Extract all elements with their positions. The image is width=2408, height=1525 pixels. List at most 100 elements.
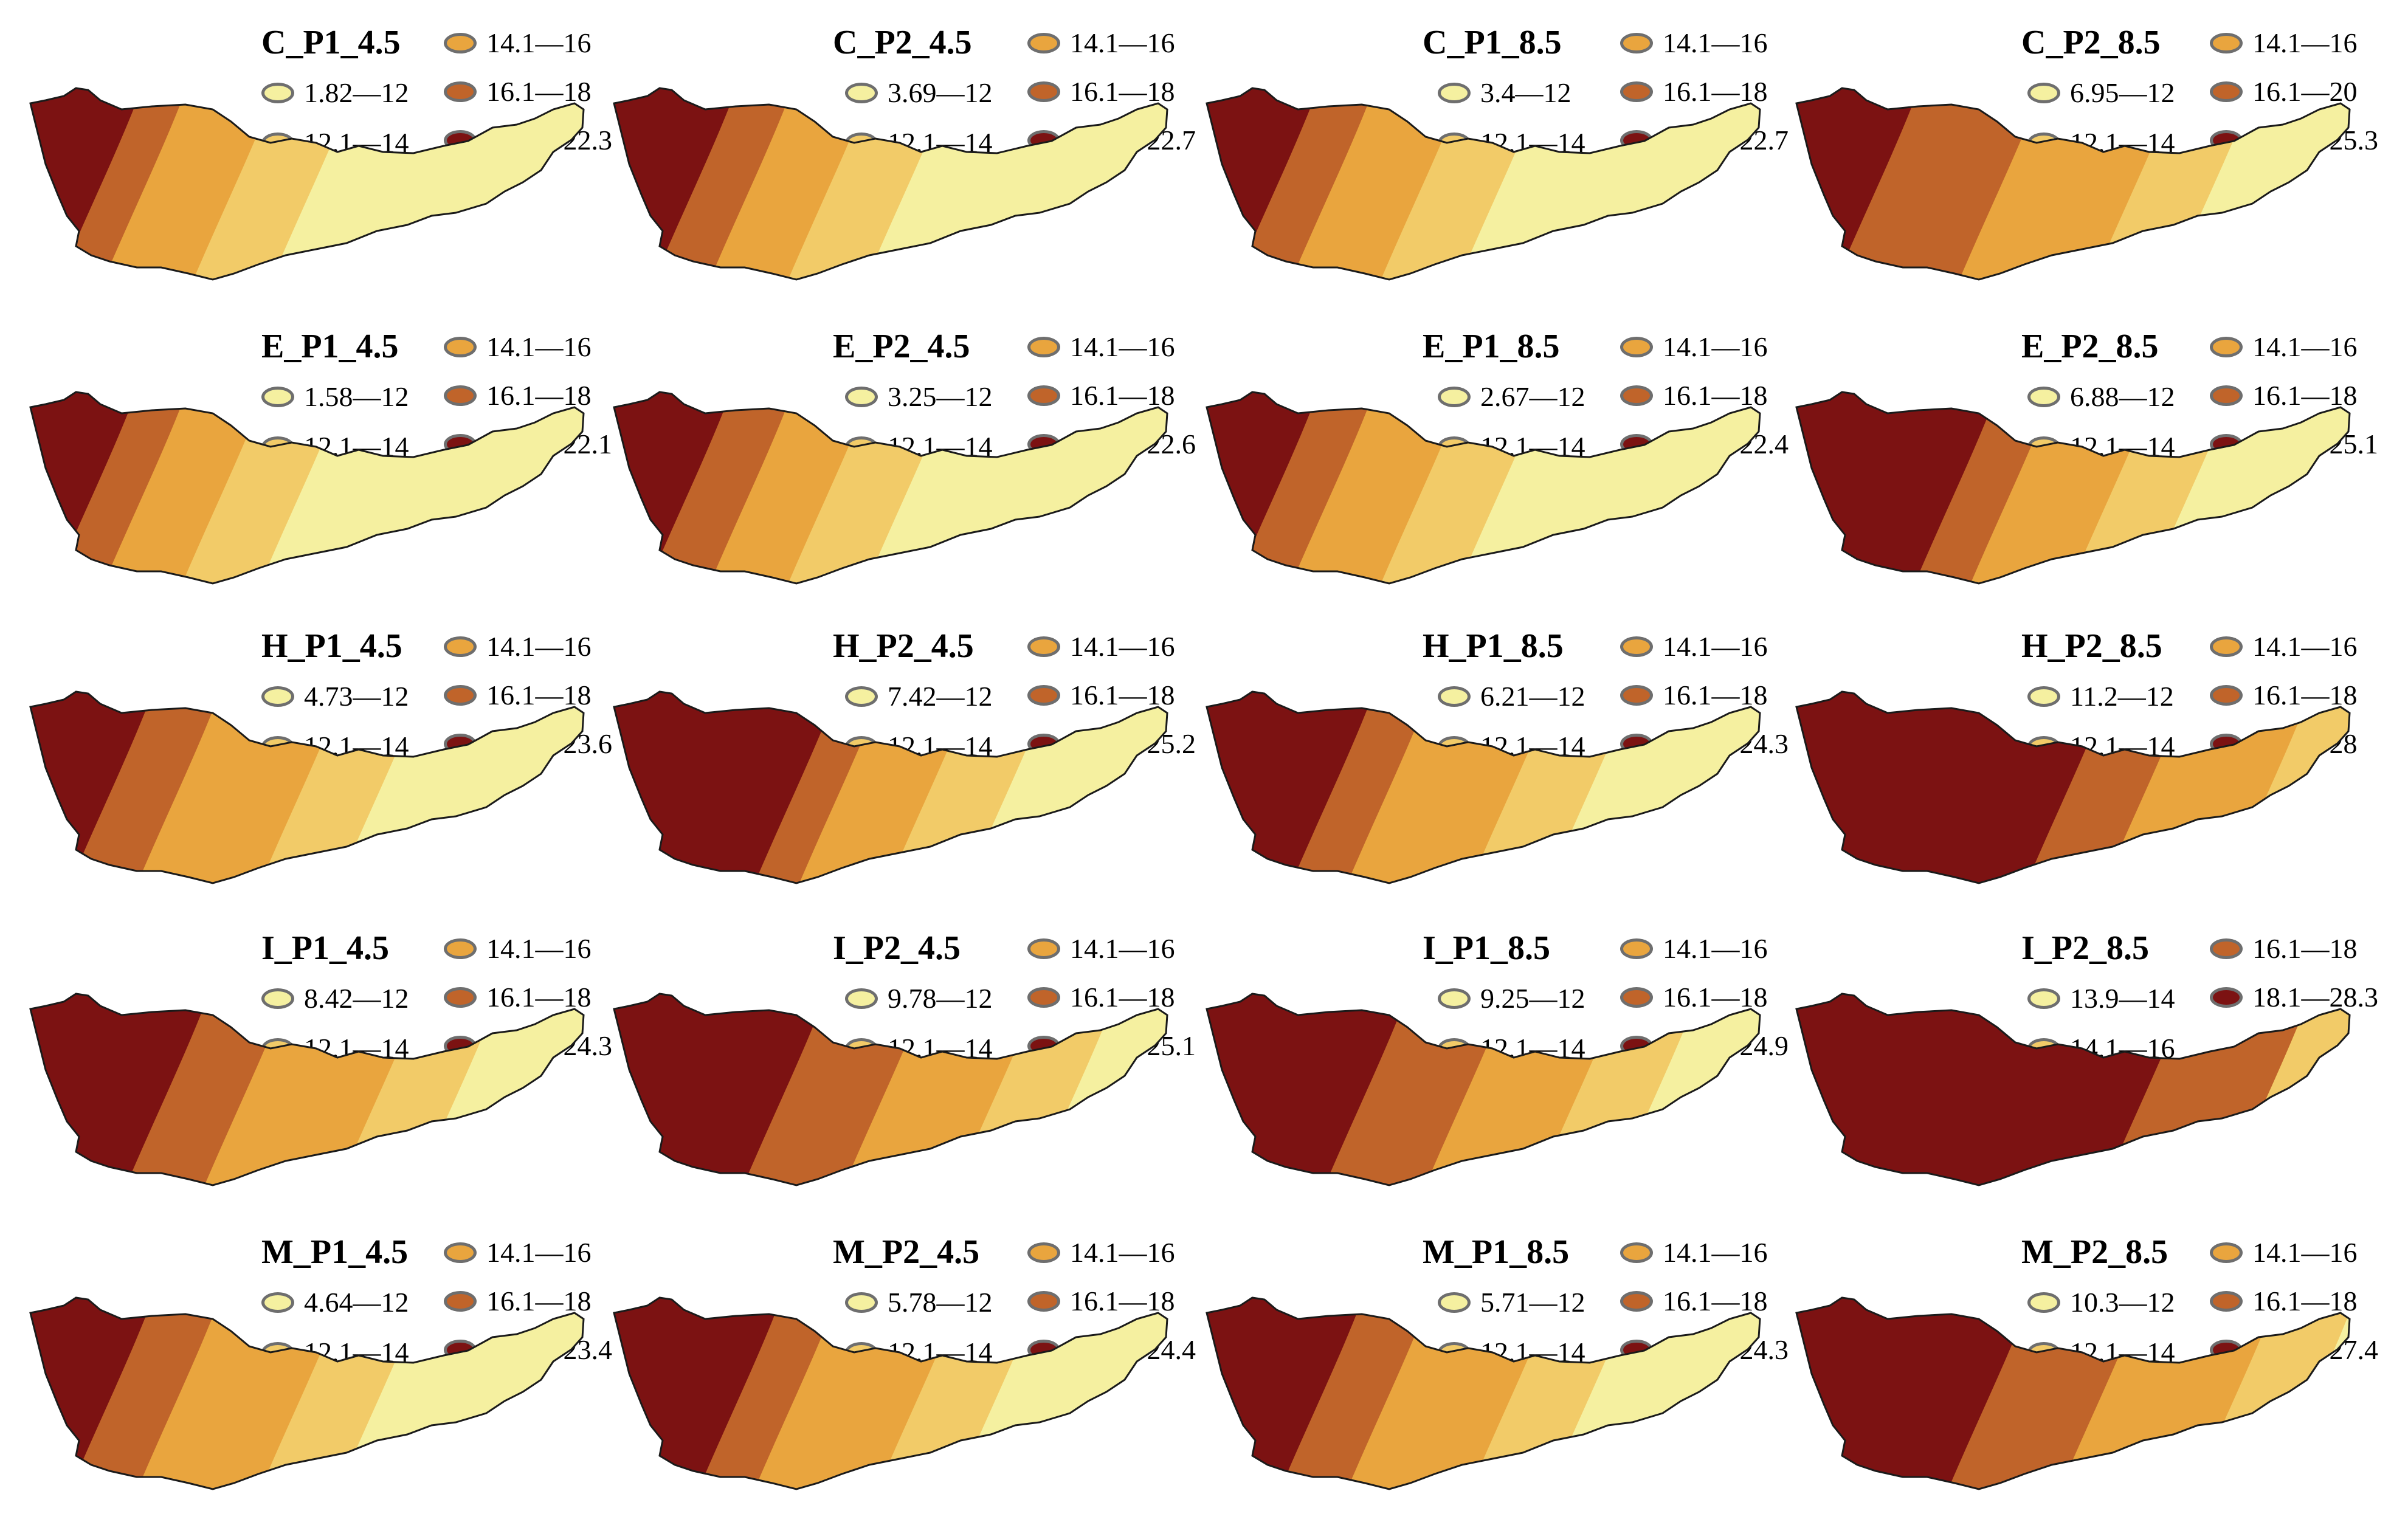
legend-item: 16.1—18 [1620, 983, 1768, 1011]
legend-item: 3.25—12 [845, 383, 993, 411]
legend-swatch [845, 988, 878, 1009]
legend-item: 9.78—12 [845, 985, 993, 1013]
legend-swatch [1620, 685, 1653, 706]
map-panel: H_P1_8.514.1—166.21—1216.1—1812.1—1418.1… [1176, 604, 1789, 909]
legend-swatch [1620, 33, 1653, 53]
panel-title: I_P1_8.5 [1423, 929, 1550, 967]
legend-label: 6.95—12 [2070, 77, 2175, 108]
legend-item: 16.1—18 [2210, 382, 2358, 410]
legend-item: 16.1—18 [1027, 681, 1175, 709]
legend-item: 14.1—16 [1620, 935, 1768, 963]
legend-item: 16.1—18 [1620, 382, 1768, 410]
legend-item: 4.64—12 [261, 1289, 409, 1317]
legend-label: 14.1—16 [486, 27, 592, 58]
legend-label: 14.1—16 [1663, 631, 1768, 662]
zone-class-5 [1796, 994, 2191, 1185]
legend-item: 14.1—16 [444, 333, 592, 361]
panel-title: I_P1_4.5 [261, 929, 389, 967]
legend-swatch [2027, 387, 2060, 407]
map-panel: C_P1_8.514.1—163.4—1216.1—1812.1—1418.1—… [1176, 0, 1789, 305]
legend-label: 14.1—16 [1663, 933, 1768, 964]
watershed-boundary [1206, 690, 1761, 884]
map-panel: M_P2_8.514.1—1610.3—1216.1—1812.1—1418.1… [1766, 1210, 2378, 1515]
legend-swatch [1438, 988, 1471, 1009]
legend-item: 10.3—12 [2027, 1289, 2175, 1317]
legend-label: 14.1—16 [1663, 1237, 1768, 1268]
legend-swatch [2210, 636, 2243, 657]
legend-swatch [1438, 83, 1471, 103]
watershed-map [1206, 993, 1761, 1186]
legend-item: 16.1—18 [1620, 78, 1768, 106]
legend-label: 1.58—12 [304, 381, 409, 412]
legend-swatch [1027, 1242, 1060, 1263]
legend-swatch [2027, 686, 2060, 707]
legend-item: 14.1—16 [2210, 633, 2358, 661]
legend-label: 1.82—12 [304, 77, 409, 108]
map-panel: C_P1_4.514.1—161.82—1216.1—1812.1—1418.1… [0, 0, 612, 305]
legend-item: 3.69—12 [845, 79, 993, 107]
legend-label: 14.1—16 [2252, 1237, 2358, 1268]
legend-swatch [2210, 81, 2243, 102]
legend-label: 16.1—18 [2252, 933, 2358, 964]
legend-item: 14.1—16 [444, 1239, 592, 1267]
legend-label: 4.64—12 [304, 1287, 409, 1318]
legend-item: 16.1—18 [444, 78, 592, 106]
legend-item: 14.1—16 [1620, 633, 1768, 661]
watershed-boundary [1206, 87, 1761, 281]
watershed-boundary [613, 391, 1168, 585]
legend-label: 16.1—18 [2252, 380, 2358, 411]
panel-title: E_P1_8.5 [1423, 328, 1560, 365]
watershed-boundary [1795, 993, 2351, 1186]
legend-label: 16.1—18 [486, 76, 592, 107]
legend-item: 16.1—18 [1620, 1287, 1768, 1315]
legend-label: 13.9—14 [2070, 983, 2175, 1014]
legend-swatch [845, 686, 878, 707]
panel-title: M_P2_8.5 [2021, 1233, 2168, 1271]
legend-label: 14.1—16 [1070, 27, 1175, 58]
legend-label: 16.1—18 [1070, 982, 1175, 1013]
panel-title: M_P1_4.5 [261, 1233, 409, 1271]
legend-item: 1.58—12 [261, 383, 409, 411]
map-panel: I_P1_4.514.1—168.42—1216.1—1812.1—1418.1… [0, 906, 612, 1211]
panel-title: I_P2_8.5 [2021, 929, 2149, 967]
legend-swatch [2210, 33, 2243, 53]
legend-item: 16.1—18 [1620, 681, 1768, 709]
legend-label: 16.1—18 [2252, 680, 2358, 711]
panel-title: M_P2_4.5 [833, 1233, 980, 1271]
legend-item: 3.4—12 [1438, 79, 1571, 107]
legend-label: 11.2—12 [2070, 681, 2174, 712]
watershed-map [1795, 87, 2351, 281]
legend-item: 8.42—12 [261, 985, 409, 1013]
legend-label: 14.1—16 [1070, 331, 1175, 362]
watershed-map [1795, 993, 2351, 1186]
watershed-map [613, 690, 1168, 884]
watershed-map [1795, 391, 2351, 585]
legend-label: 16.1—18 [486, 380, 592, 411]
legend-item: 16.1—18 [444, 983, 592, 1011]
legend-item: 14.1—16 [2210, 1239, 2358, 1267]
panel-title: E_P1_4.5 [261, 328, 399, 365]
legend-label: 16.1—18 [486, 680, 592, 711]
legend-item: 14.1—16 [1620, 333, 1768, 361]
zone-class-5 [614, 692, 841, 883]
panel-title: C_P2_8.5 [2021, 24, 2161, 61]
watershed-map [29, 1296, 585, 1490]
panel-title: C_P2_4.5 [833, 24, 972, 61]
legend-item: 16.1—18 [2210, 681, 2358, 709]
legend-swatch [444, 337, 477, 357]
legend-swatch [1620, 938, 1653, 959]
legend-swatch [845, 387, 878, 407]
legend-label: 7.42—12 [888, 681, 993, 712]
legend-item: 11.2—12 [2027, 683, 2174, 711]
panel-title: H_P1_4.5 [261, 627, 402, 665]
legend-item: 6.21—12 [1438, 683, 1585, 711]
legend-item: 14.1—16 [1027, 333, 1175, 361]
legend-item: 6.88—12 [2027, 383, 2175, 411]
legend-swatch [444, 636, 477, 657]
watershed-map [29, 391, 585, 585]
watershed-boundary [1206, 391, 1761, 585]
legend-label: 14.1—16 [486, 631, 592, 662]
legend-swatch [444, 1242, 477, 1263]
legend-swatch [1620, 987, 1653, 1008]
